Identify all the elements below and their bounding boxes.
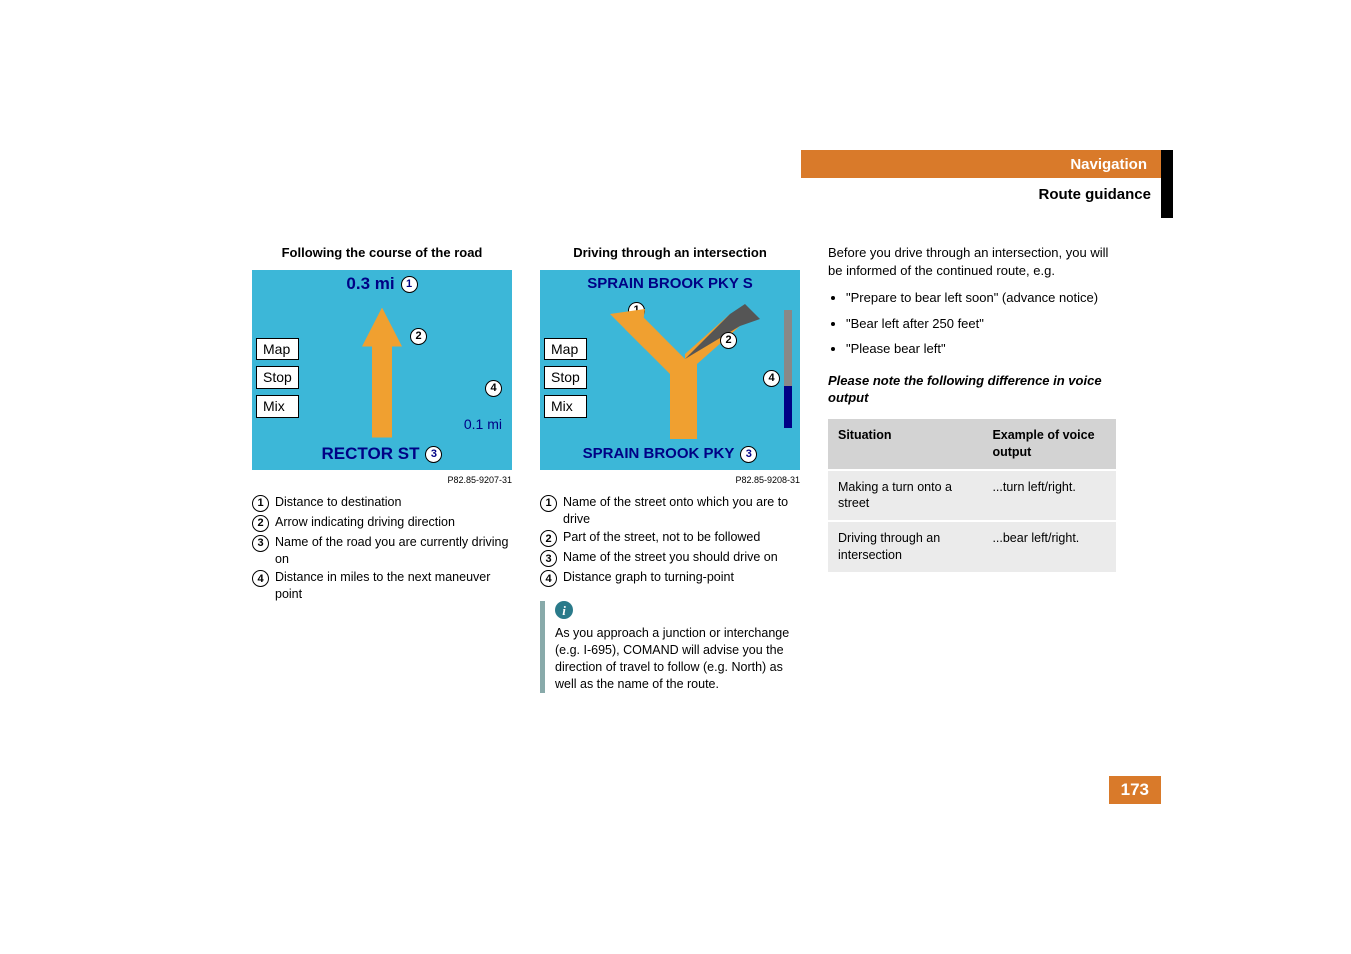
column-2: Driving through an intersection SPRAIN B… — [540, 244, 800, 693]
table-row: Driving through an intersection ...bear … — [828, 521, 1116, 573]
btn-map[interactable]: Map — [544, 338, 587, 361]
callout-1-dist: 4 — [485, 380, 502, 397]
intersection-arrow — [590, 304, 770, 439]
legend-item: 1Name of the street onto which you are t… — [540, 494, 800, 528]
nav-screen-1: 0.3 mi 1 2 Map Stop Mix 4 0.1 mi RECTOR … — [252, 270, 512, 470]
bullet-item: "Prepare to bear left soon" (advance not… — [846, 289, 1116, 307]
nav2-street-onto: SPRAIN BROOK PKY S — [587, 274, 753, 294]
nav1-bottom: RECTOR ST 3 — [252, 440, 512, 470]
col3-note: Please note the following difference in … — [828, 372, 1116, 407]
nav-screen-2: SPRAIN BROOK PKY S 1 2 Map Stop Mix 4 — [540, 270, 800, 470]
content-columns: Following the course of the road 0.3 mi … — [252, 244, 1116, 693]
callout-2-arrow: 2 — [720, 332, 737, 349]
info-icon: i — [555, 601, 573, 619]
voice-output-table: Situation Example of voice output Making… — [828, 419, 1116, 574]
info-box: i As you approach a junction or intercha… — [540, 601, 800, 693]
distance-graph — [784, 310, 792, 428]
nav1-road: RECTOR ST — [322, 443, 420, 466]
callout-1-top: 1 — [401, 276, 418, 293]
btn-stop[interactable]: Stop — [544, 366, 587, 389]
direction-arrow — [362, 308, 402, 438]
bullet-item: "Please bear left" — [846, 340, 1116, 358]
callout-1-arrow: 2 — [410, 328, 427, 345]
col1-title: Following the course of the road — [252, 244, 512, 262]
nav2-bottom: SPRAIN BROOK PKY 3 — [540, 440, 800, 470]
nav1-side-labels: Map Stop Mix — [256, 338, 299, 419]
legend-item: 4Distance in miles to the next maneuver … — [252, 569, 512, 603]
legend-item: 2Part of the street, not to be followed — [540, 529, 800, 547]
nav1-distance: 0.3 mi — [346, 273, 394, 296]
callout-2-bottom: 3 — [740, 446, 757, 463]
nav2-top: SPRAIN BROOK PKY S — [540, 270, 800, 300]
bullet-item: "Bear left after 250 feet" — [846, 315, 1116, 333]
btn-stop[interactable]: Stop — [256, 366, 299, 389]
info-text: As you approach a junction or interchang… — [555, 625, 800, 693]
nav-header: Navigation — [801, 150, 1161, 178]
col2-legend: 1Name of the street onto which you are t… — [540, 494, 800, 588]
table-row: Making a turn onto a street ...turn left… — [828, 470, 1116, 522]
nav2-side-labels: Map Stop Mix — [544, 338, 587, 419]
header-tab — [1161, 150, 1173, 218]
column-1: Following the course of the road 0.3 mi … — [252, 244, 512, 693]
btn-mix[interactable]: Mix — [256, 395, 299, 418]
nav1-top: 0.3 mi 1 — [252, 270, 512, 300]
nav1-ref: P82.85-9207-31 — [252, 474, 512, 486]
table-header-row: Situation Example of voice output — [828, 419, 1116, 470]
legend-item: 3Name of the road you are currently driv… — [252, 534, 512, 568]
legend-item: 1Distance to destination — [252, 494, 512, 512]
col2-title: Driving through an intersection — [540, 244, 800, 262]
nav1-next-dist: 0.1 mi — [464, 415, 502, 434]
nav-subheader: Route guidance — [801, 186, 1151, 203]
col3-intro: Before you drive through an intersection… — [828, 244, 1116, 279]
distance-graph-fill — [784, 386, 792, 427]
th-example: Example of voice output — [982, 419, 1116, 470]
legend-item: 4Distance graph to turning-point — [540, 569, 800, 587]
legend-item: 2Arrow indicating driving direction — [252, 514, 512, 532]
th-situation: Situation — [828, 419, 982, 470]
btn-mix[interactable]: Mix — [544, 395, 587, 418]
callout-1-bottom: 3 — [425, 446, 442, 463]
legend-item: 3Name of the street you should drive on — [540, 549, 800, 567]
voice-examples-list: "Prepare to bear left soon" (advance not… — [828, 289, 1116, 358]
btn-map[interactable]: Map — [256, 338, 299, 361]
nav-header-title: Navigation — [1070, 156, 1147, 173]
col1-legend: 1Distance to destination 2Arrow indicati… — [252, 494, 512, 604]
nav2-ref: P82.85-9208-31 — [540, 474, 800, 486]
page-number: 173 — [1109, 776, 1161, 804]
nav2-street-on: SPRAIN BROOK PKY — [583, 444, 735, 464]
callout-2-graph: 4 — [763, 370, 780, 387]
column-3: Before you drive through an intersection… — [828, 244, 1116, 693]
